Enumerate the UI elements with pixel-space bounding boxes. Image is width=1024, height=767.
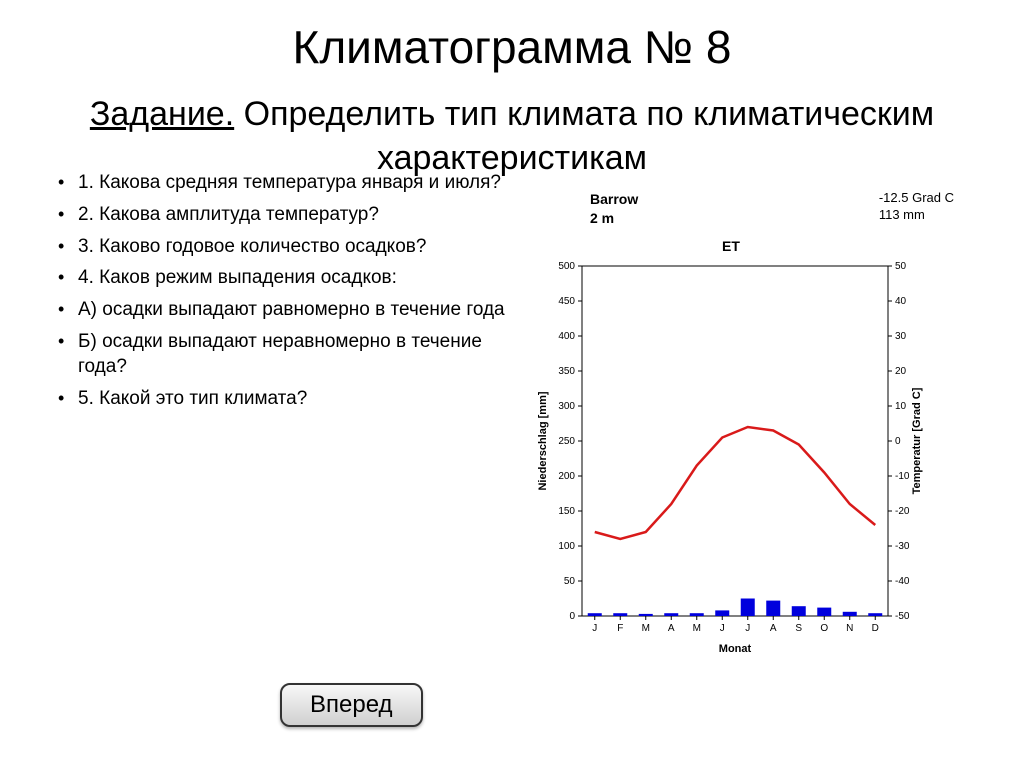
svg-text:A: A	[668, 623, 675, 634]
chart-svg: 050100150200250300350400450500-50-40-30-…	[530, 256, 930, 666]
svg-text:400: 400	[558, 331, 575, 342]
svg-text:-10: -10	[895, 471, 910, 482]
svg-text:500: 500	[558, 261, 575, 272]
svg-text:O: O	[820, 623, 828, 634]
forward-button[interactable]: Вперед	[280, 683, 423, 727]
svg-text:450: 450	[558, 296, 575, 307]
page-title: Климатограмма № 8	[0, 0, 1024, 74]
svg-text:50: 50	[564, 576, 576, 587]
svg-text:F: F	[617, 623, 623, 634]
svg-text:200: 200	[558, 471, 575, 482]
svg-text:10: 10	[895, 401, 907, 412]
svg-text:J: J	[592, 623, 597, 634]
svg-text:50: 50	[895, 261, 907, 272]
svg-text:350: 350	[558, 366, 575, 377]
svg-text:40: 40	[895, 296, 907, 307]
svg-text:20: 20	[895, 366, 907, 377]
station-stats: -12.5 Grad C 113 mm	[879, 190, 954, 224]
mean-temp: -12.5 Grad C	[879, 190, 954, 207]
svg-text:J: J	[720, 623, 725, 634]
climatogram-chart: Barrow 2 m -12.5 Grad C 113 mm ET 050100…	[530, 160, 974, 666]
questions-list: 1. Какова средняя температура января и и…	[50, 170, 530, 411]
koppen-classification: ET	[722, 238, 740, 254]
station-header: Barrow 2 m	[590, 190, 638, 226]
svg-text:M: M	[693, 623, 701, 634]
svg-text:S: S	[795, 623, 802, 634]
svg-text:30: 30	[895, 331, 907, 342]
question-item: 3. Каково годовое количество осадков?	[50, 234, 530, 260]
question-item: 5. Какой это тип климата?	[50, 386, 530, 412]
svg-text:-30: -30	[895, 541, 910, 552]
question-item: 4. Каков режим выпадения осадков:	[50, 265, 530, 291]
svg-text:J: J	[745, 623, 750, 634]
svg-text:N: N	[846, 623, 853, 634]
annual-precip: 113 mm	[879, 207, 954, 224]
station-name: Barrow	[590, 190, 638, 208]
svg-text:A: A	[770, 623, 777, 634]
svg-text:Niederschlag [mm]: Niederschlag [mm]	[537, 392, 549, 491]
svg-text:-40: -40	[895, 576, 910, 587]
question-item: 1. Какова средняя температура января и и…	[50, 170, 530, 196]
svg-text:100: 100	[558, 541, 575, 552]
question-item: А) осадки выпадают равномерно в течение …	[50, 297, 530, 323]
svg-text:150: 150	[558, 506, 575, 517]
question-item: Б) осадки выпадают неравномерно в течени…	[50, 329, 530, 380]
svg-text:M: M	[642, 623, 650, 634]
station-elev: 2 m	[590, 209, 638, 227]
svg-text:-20: -20	[895, 506, 910, 517]
svg-text:Temperatur [Grad C]: Temperatur [Grad C]	[911, 388, 923, 495]
svg-text:300: 300	[558, 401, 575, 412]
svg-text:0: 0	[569, 611, 575, 622]
task-prefix: Задание.	[90, 95, 234, 133]
question-item: 2. Какова амплитуда температур?	[50, 202, 530, 228]
svg-text:Monat: Monat	[719, 643, 752, 655]
svg-text:250: 250	[558, 436, 575, 447]
svg-text:-50: -50	[895, 611, 910, 622]
questions-panel: 1. Какова средняя температура января и и…	[50, 160, 530, 666]
svg-text:D: D	[872, 623, 879, 634]
svg-text:0: 0	[895, 436, 901, 447]
